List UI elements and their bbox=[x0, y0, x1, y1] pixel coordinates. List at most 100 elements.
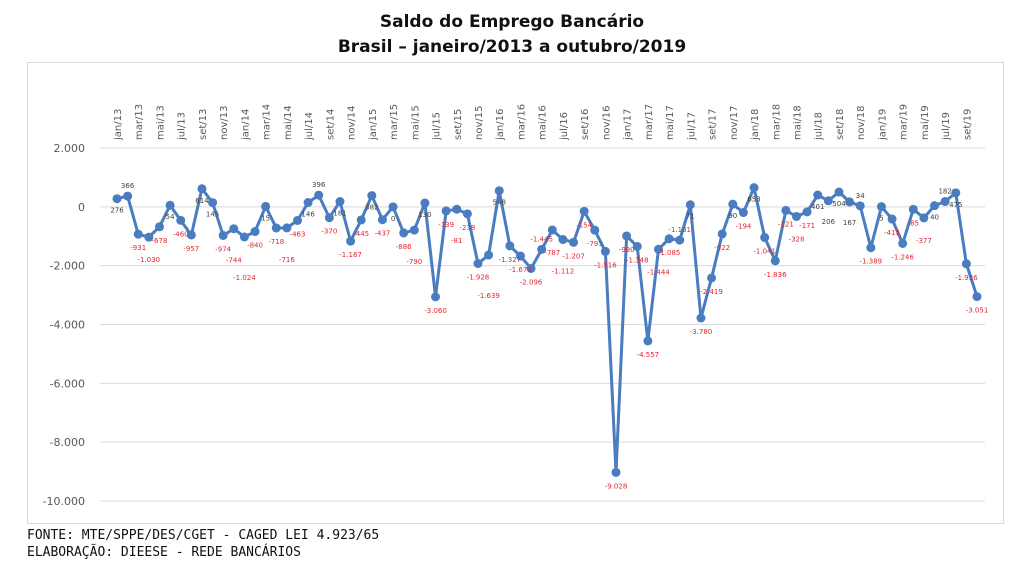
data-label: -139 bbox=[438, 221, 454, 229]
data-point bbox=[845, 197, 855, 207]
data-label: -445 bbox=[353, 230, 369, 238]
data-label: -1.207 bbox=[562, 252, 585, 260]
data-point bbox=[951, 188, 961, 198]
source-note: FONTE: MTE/SPPE/DES/CGET - CAGED LEI 4.9… bbox=[27, 528, 380, 543]
y-tick-label: -10.000 bbox=[43, 495, 85, 508]
data-point bbox=[855, 201, 865, 211]
data-label: -171 bbox=[799, 222, 815, 230]
data-point bbox=[823, 196, 833, 206]
data-label: 34 bbox=[856, 192, 865, 200]
x-tick-label: mai/15 bbox=[410, 105, 421, 140]
data-point bbox=[484, 250, 494, 260]
data-point bbox=[707, 273, 717, 283]
data-point bbox=[133, 229, 143, 239]
data-point bbox=[324, 213, 334, 223]
data-label: 182 bbox=[938, 187, 951, 195]
data-point bbox=[154, 222, 164, 232]
data-label: -1.024 bbox=[233, 274, 256, 282]
data-label: -437 bbox=[374, 230, 390, 238]
data-point bbox=[876, 202, 886, 212]
data-label: 276 bbox=[110, 207, 124, 215]
data-point bbox=[919, 213, 929, 223]
x-tick-label: mar/15 bbox=[389, 104, 400, 140]
data-point bbox=[685, 200, 695, 210]
data-label: -3.060 bbox=[424, 307, 447, 315]
data-label: 401 bbox=[811, 203, 824, 211]
data-label: -931 bbox=[130, 244, 146, 252]
x-tick-label: nov/14 bbox=[347, 106, 358, 140]
data-label: 0 bbox=[391, 215, 395, 223]
data-point bbox=[462, 209, 472, 219]
data-point bbox=[770, 256, 780, 266]
x-tick-label: nov/13 bbox=[219, 106, 230, 140]
chart-subtitle: Brasil – janeiro/2013 a outubro/2019 bbox=[337, 37, 687, 57]
data-label: -922 bbox=[714, 244, 730, 252]
data-label: -1.445 bbox=[530, 235, 553, 243]
x-tick-label: set/13 bbox=[198, 109, 209, 140]
x-tick-label: set/14 bbox=[325, 109, 336, 140]
data-point bbox=[314, 190, 324, 200]
x-tick-label: jul/19 bbox=[941, 112, 952, 141]
x-tick-label: mai/13 bbox=[155, 105, 166, 140]
data-point bbox=[112, 194, 122, 204]
data-label: -1.167 bbox=[339, 251, 362, 259]
data-point bbox=[738, 208, 748, 218]
x-tick-label: jul/15 bbox=[432, 112, 443, 141]
data-point bbox=[356, 215, 366, 225]
x-tick-label: nov/17 bbox=[729, 106, 740, 140]
data-point bbox=[250, 227, 260, 237]
y-tick-label: -2.000 bbox=[50, 260, 85, 273]
data-label: -4.557 bbox=[637, 351, 660, 359]
y-tick-label: -8.000 bbox=[50, 436, 85, 449]
data-label: -194 bbox=[735, 223, 751, 231]
data-point bbox=[123, 191, 133, 201]
data-label: 40 bbox=[930, 214, 939, 222]
data-label: 653 bbox=[747, 196, 760, 204]
data-point bbox=[717, 229, 727, 239]
data-point bbox=[165, 200, 175, 210]
data-label: 5 bbox=[879, 215, 883, 223]
series-line bbox=[116, 186, 979, 474]
data-point bbox=[611, 467, 621, 477]
data-label: -1.030 bbox=[138, 256, 161, 264]
x-tick-label: jan/13 bbox=[113, 109, 124, 141]
data-point bbox=[653, 244, 663, 254]
data-label: -1.516 bbox=[594, 261, 617, 269]
data-point bbox=[866, 243, 876, 253]
data-label: 504 bbox=[832, 200, 846, 208]
x-tick-label: jul/18 bbox=[814, 112, 825, 141]
x-tick-label: mar/17 bbox=[644, 104, 655, 140]
x-tick-label: jan/14 bbox=[240, 109, 251, 141]
credit-note: ELABORAÇÃO: DIEESE - REDE BANCÁRIOS bbox=[27, 545, 301, 560]
data-point bbox=[197, 184, 207, 194]
data-label: -460 bbox=[173, 230, 189, 238]
data-point bbox=[972, 292, 982, 302]
data-point bbox=[239, 232, 249, 242]
data-point bbox=[473, 259, 483, 269]
x-tick-label: jan/17 bbox=[623, 109, 634, 141]
data-point bbox=[452, 204, 462, 214]
data-label: -1.327 bbox=[499, 256, 522, 264]
data-label: -463 bbox=[290, 230, 306, 238]
data-label: -1.836 bbox=[764, 271, 787, 279]
x-tick-label: jan/15 bbox=[368, 109, 379, 141]
x-tick-label: jul/13 bbox=[177, 112, 188, 141]
x-tick-label: mai/19 bbox=[920, 105, 931, 140]
data-label: 54 bbox=[166, 213, 175, 221]
data-point bbox=[303, 198, 313, 208]
data-point bbox=[431, 292, 441, 302]
data-point bbox=[547, 225, 557, 235]
x-tick-label: jan/19 bbox=[877, 109, 888, 141]
x-tick-label: jul/17 bbox=[686, 112, 697, 141]
data-label: -1.639 bbox=[477, 292, 500, 300]
chart-frame bbox=[27, 62, 1004, 524]
data-point bbox=[261, 201, 271, 211]
data-label: 366 bbox=[121, 182, 135, 190]
data-point bbox=[388, 202, 398, 212]
x-tick-label: mai/16 bbox=[538, 105, 549, 140]
data-label: -974 bbox=[215, 245, 231, 253]
data-label: 475 bbox=[949, 201, 962, 209]
data-label: 15 bbox=[261, 214, 270, 222]
data-point bbox=[515, 251, 525, 261]
data-point bbox=[908, 204, 918, 214]
